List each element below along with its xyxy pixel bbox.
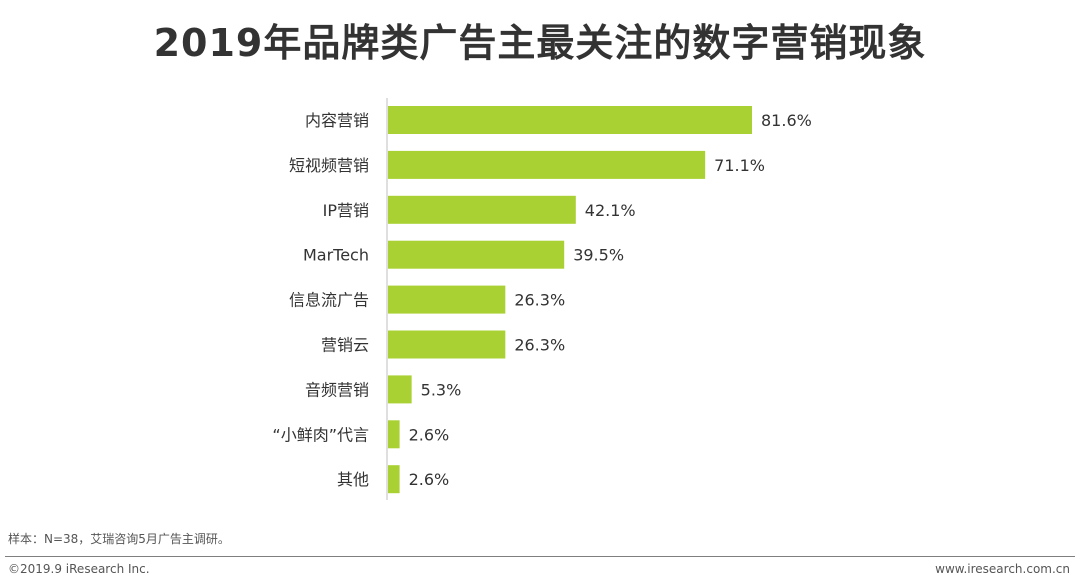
category-label: MarTech xyxy=(303,246,369,265)
bar xyxy=(388,285,506,314)
value-label: 26.3% xyxy=(514,291,565,310)
website-url: www.iresearch.com.cn xyxy=(935,562,1070,576)
bar-chart: 内容营销 81.6% 短视频营销 71.1% IP营销 42.1% MarTech 39.5%… xyxy=(272,98,812,500)
category-label: 营销云 xyxy=(321,336,369,355)
value-label: 81.6% xyxy=(761,111,812,130)
bar xyxy=(388,330,506,359)
value-label: 2.6% xyxy=(409,425,450,444)
bar xyxy=(388,465,400,494)
value-label: 26.3% xyxy=(514,336,565,355)
category-label: IP营销 xyxy=(323,201,369,220)
value-label: 39.5% xyxy=(573,246,624,265)
copyright-text: ©2019.9 iResearch Inc. xyxy=(8,562,150,576)
value-label: 71.1% xyxy=(714,156,765,175)
category-label: “小鲜肉”代言 xyxy=(272,425,369,444)
category-label: 其他 xyxy=(337,470,369,489)
chart-title: 2019年品牌类广告主最关注的数字营销现象 xyxy=(153,21,927,65)
value-label: 5.3% xyxy=(421,380,462,399)
bar xyxy=(388,375,412,404)
bar xyxy=(388,195,576,224)
category-label: 内容营销 xyxy=(305,111,369,130)
category-label: 音频营销 xyxy=(305,380,369,399)
bar xyxy=(388,106,752,134)
value-label: 42.1% xyxy=(585,201,636,220)
category-label: 信息流广告 xyxy=(289,291,369,310)
bar xyxy=(388,240,565,269)
value-label: 2.6% xyxy=(409,470,450,489)
category-label: 短视频营销 xyxy=(289,156,369,175)
bar xyxy=(388,150,706,179)
sample-footnote: 样本：N=38，艾瑞咨询5月广告主调研。 xyxy=(8,532,230,546)
bar xyxy=(388,420,400,449)
footer-divider xyxy=(5,556,1075,557)
